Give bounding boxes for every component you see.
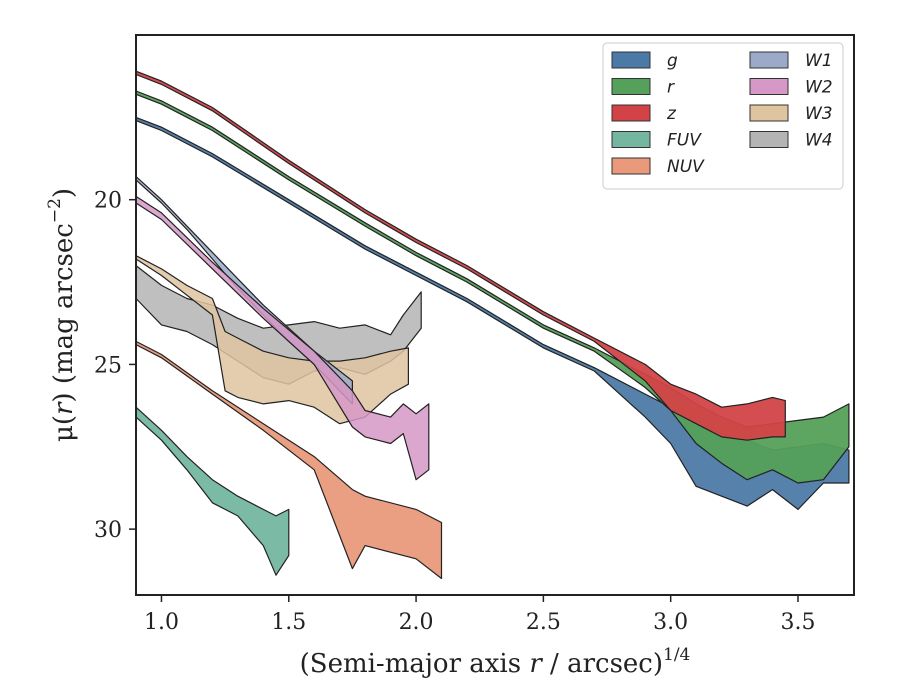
- legend-label-z: z: [666, 104, 677, 124]
- y-tick-label: 30: [94, 518, 122, 543]
- x-tick-label: 2.0: [399, 610, 434, 635]
- legend-swatch-fuv: [611, 131, 651, 148]
- legend-label-nuv: NUV: [667, 157, 705, 177]
- legend-label-fuv: FUV: [667, 131, 702, 151]
- legend-label-w2: W2: [805, 78, 833, 98]
- legend-swatch-w1: [749, 51, 789, 69]
- legend-label-r: r: [667, 78, 675, 98]
- y-tick-label: 25: [94, 353, 122, 378]
- legend: grz FUV NUV W1 W2 W3 W4: [602, 42, 844, 190]
- legend-swatch-w4: [749, 131, 789, 148]
- x-tick-label: 3.0: [653, 610, 688, 635]
- x-tick-label: 2.5: [526, 610, 561, 635]
- band-r: [135, 90, 850, 484]
- band-z: [135, 70, 786, 441]
- x-tick-label: 1.5: [271, 610, 306, 635]
- legend-swatch-r: [611, 78, 651, 95]
- y-tick-label: 20: [94, 189, 122, 214]
- legend-swatch-w2: [749, 78, 789, 95]
- legend-swatch-z: [611, 104, 651, 122]
- y-axis-ticks: 20 25 30: [94, 189, 136, 543]
- legend-label-w3: W3: [805, 104, 833, 124]
- x-axis-title: (Semi-major axis r / arcsec)1/4: [300, 645, 691, 679]
- y-axis-title: μ(r) (mag arcsec−2): [45, 188, 79, 442]
- x-axis-ticks: 1.0 1.5 2.0 2.5 3.0 3.5: [144, 595, 815, 635]
- profile-bands: [135, 70, 850, 580]
- legend-label-w1: W1: [805, 51, 833, 71]
- x-tick-label: 1.0: [144, 610, 179, 635]
- band-fuv: [135, 406, 290, 576]
- plot-frame: [135, 34, 855, 596]
- legend-swatch-nuv: [611, 157, 651, 175]
- band-w2: [135, 195, 430, 481]
- x-tick-label: 3.5: [780, 610, 815, 635]
- band-nuv: [135, 340, 443, 580]
- legend-swatch-w3: [749, 104, 789, 122]
- legend-label-g: g: [667, 51, 678, 71]
- legend-swatch-g: [611, 51, 651, 69]
- legend-label-w4: W4: [805, 131, 833, 151]
